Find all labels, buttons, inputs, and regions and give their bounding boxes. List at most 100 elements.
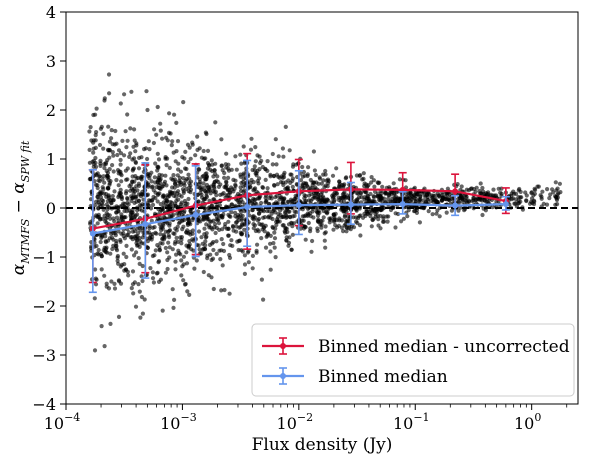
scatter-point [115, 152, 120, 158]
scatter-point [529, 190, 534, 195]
scatter-point [289, 220, 294, 225]
scatter-point [249, 177, 254, 183]
scatter-point [180, 227, 185, 232]
scatter-point [280, 146, 285, 151]
scatter-point [97, 142, 103, 148]
scatter-point [140, 278, 145, 284]
scatter-point [342, 194, 347, 199]
scatter-point [226, 212, 231, 217]
scatter-point [257, 154, 262, 159]
scatter-point [203, 156, 208, 161]
scatter-point [160, 236, 165, 241]
scatter-point [174, 120, 179, 125]
y-tick-label: −1 [32, 248, 56, 267]
scatter-point [456, 199, 461, 204]
scatter-point [242, 188, 247, 193]
scatter-point [118, 187, 123, 192]
scatter-point [373, 189, 378, 194]
scatter-point [417, 198, 422, 203]
scatter-point [139, 294, 144, 300]
scatter-point [254, 173, 259, 178]
scatter-point [203, 172, 208, 177]
scatter-point [188, 156, 193, 161]
scatter-point [137, 289, 142, 294]
scatter-point [133, 149, 138, 154]
scatter-point [247, 213, 252, 218]
scatter-point [109, 235, 115, 240]
scatter-point [535, 184, 540, 189]
scatter-point [300, 164, 305, 170]
scatter-point [181, 100, 186, 105]
scatter-point [226, 162, 231, 167]
scatter-point [150, 270, 155, 275]
scatter-point [335, 225, 340, 230]
scatter-point [154, 231, 159, 236]
scatter-point [547, 196, 552, 201]
scatter-point [270, 225, 276, 230]
scatter-point [136, 282, 141, 287]
scatter-point [135, 208, 140, 213]
scatter-point [305, 172, 310, 177]
scatter-point [163, 173, 168, 178]
scatter-point [393, 197, 398, 202]
scatter-point [118, 157, 123, 163]
scatter-point [433, 197, 438, 202]
scatter-point [238, 172, 243, 177]
scatter-point [498, 190, 503, 195]
scatter-point [173, 267, 178, 272]
scatter-point [224, 179, 229, 184]
scatter-point [343, 176, 348, 181]
scatter-point [365, 211, 370, 216]
scatter-point [221, 241, 226, 247]
scatter-point [102, 180, 107, 185]
scatter-point [375, 213, 380, 219]
scatter-point [164, 163, 169, 168]
scatter-point [169, 143, 174, 148]
scatter-point [222, 287, 227, 293]
series-point [502, 201, 509, 208]
scatter-point [135, 212, 140, 217]
scatter-point [397, 177, 402, 182]
scatter-point [108, 216, 113, 221]
scatter-point [321, 178, 326, 183]
scatter-point [194, 258, 199, 263]
scatter-point [107, 167, 112, 172]
scatter-point [383, 191, 388, 196]
scatter-point [298, 178, 304, 183]
scatter-point [111, 216, 116, 221]
scatter-point [316, 192, 321, 197]
scatter-point [478, 181, 483, 186]
scatter-point [129, 247, 134, 252]
scatter-point [126, 233, 131, 238]
scatter-point [95, 251, 100, 256]
scatter-point [212, 168, 217, 173]
scatter-point [418, 194, 423, 199]
scatter-point [137, 183, 142, 188]
scatter-point [251, 226, 256, 231]
scatter-point [165, 266, 170, 272]
scatter-point [236, 238, 242, 244]
scatter-point [124, 189, 129, 194]
scatter-point [337, 181, 342, 187]
scatter-point [265, 208, 270, 214]
scatter-point [163, 245, 168, 251]
scatter-point [553, 180, 558, 185]
scatter-point [205, 148, 211, 153]
scatter-point [250, 199, 255, 204]
scatter-point [266, 215, 271, 220]
scatter-point [195, 192, 200, 197]
scatter-point [226, 233, 231, 238]
scatter-point [229, 167, 234, 172]
scatter-point [132, 127, 137, 132]
scatter-point [105, 238, 111, 243]
scatter-point [125, 200, 130, 205]
scatter-point [98, 239, 103, 245]
scatter-point [96, 200, 101, 205]
scatter-point [319, 225, 324, 230]
scatter-point [233, 203, 238, 208]
scatter-point [88, 176, 93, 181]
scatter-point [386, 196, 391, 201]
scatter-point [136, 166, 142, 171]
scatter-point [142, 297, 147, 302]
scatter-point [110, 142, 115, 147]
